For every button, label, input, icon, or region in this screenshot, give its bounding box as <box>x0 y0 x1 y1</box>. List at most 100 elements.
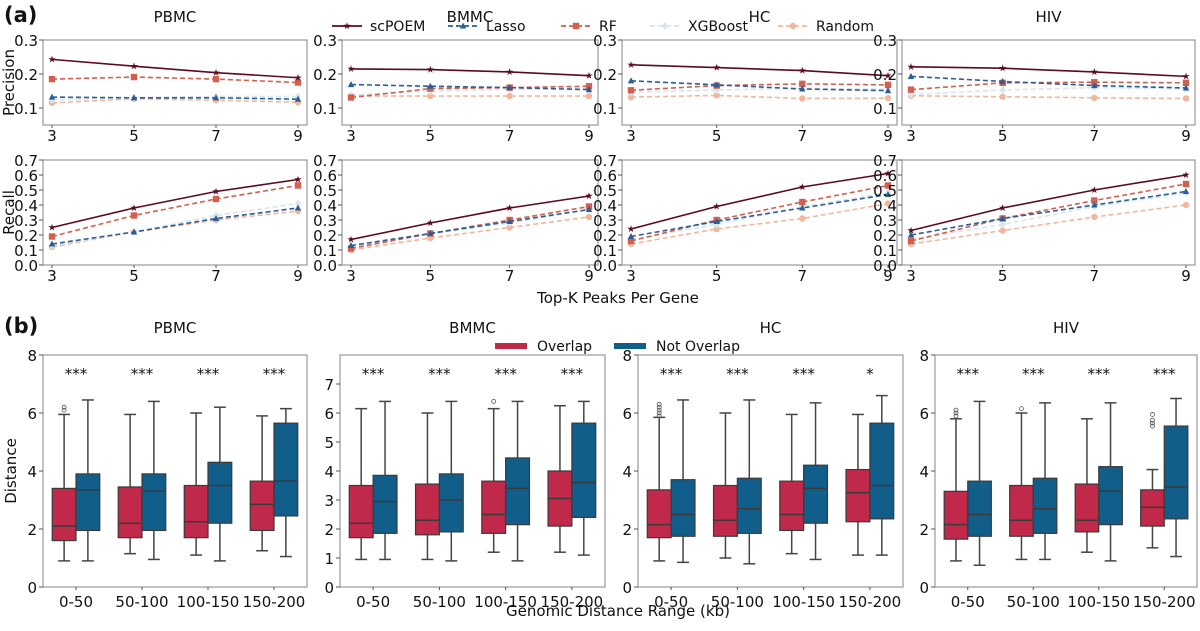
data-point-lasso <box>1091 82 1098 89</box>
y-tick-label: 0.1 <box>313 100 337 118</box>
x-tick-label: 9 <box>1181 267 1191 285</box>
legend-label: RF <box>599 19 617 35</box>
y-tick-label: 0.7 <box>873 152 897 170</box>
box-iqr <box>372 474 398 534</box>
series-line-random <box>910 94 1187 100</box>
outlier-point <box>1150 412 1155 417</box>
series-line-rf <box>51 76 299 84</box>
y-tick-label: 8 <box>622 347 632 365</box>
box-overlap <box>779 413 805 555</box>
y-tick-label: 0.6 <box>313 167 337 185</box>
data-point-lasso <box>294 204 302 211</box>
series-line-xgboost <box>910 86 1187 96</box>
data-point-scpoem <box>999 204 1007 212</box>
x-tick-label: 9 <box>584 267 594 285</box>
data-point-scpoem <box>713 202 721 210</box>
plot-frame <box>42 39 308 126</box>
x-tick-label: 0-50 <box>654 593 688 611</box>
box-overlap <box>481 398 507 553</box>
box-iqr <box>51 487 77 542</box>
plot-frame <box>341 159 599 266</box>
box-not-overlap <box>736 399 762 565</box>
legend-item-rf: RF <box>561 19 617 35</box>
y-tick-label: 0.7 <box>313 152 337 170</box>
x-tick-label: 7 <box>211 127 221 145</box>
y-tick-label: 4 <box>27 463 37 481</box>
y-tick-label: 0.1 <box>593 242 617 260</box>
x-tick-label: 5 <box>712 267 722 285</box>
boxplot-pbmc: PBMC 0 2 4 6 8 Distance 0-50 *** 50-100 *** 100-150… <box>2 319 308 611</box>
x-tick-label: 9 <box>1181 127 1191 145</box>
boxplot-hc: HC 0 2 4 6 8 0-50 *** 50-100 *** 100-150 *** 150-200… <box>622 319 904 611</box>
box-iqr <box>670 479 696 537</box>
x-tick-label: 0-50 <box>59 593 93 611</box>
box-not-overlap <box>571 400 597 556</box>
outlier-point <box>491 398 497 404</box>
legend-marker <box>572 22 580 30</box>
data-point-scpoem <box>798 183 806 191</box>
box-iqr <box>646 489 672 539</box>
series-line-random <box>350 216 590 251</box>
data-point-lasso <box>585 205 593 213</box>
series-line-lasso <box>910 75 1187 89</box>
panel-label-a: (a) <box>4 3 37 27</box>
box-not-overlap <box>372 400 398 561</box>
box-iqr <box>943 490 969 540</box>
series-line-scpoem <box>630 64 889 77</box>
y-tick-label: 2 <box>27 521 37 539</box>
data-point-rf <box>799 80 806 88</box>
y-tick-label: 0.1 <box>14 242 38 260</box>
series-line-random <box>630 202 889 245</box>
y-axis-label-precision: Precision <box>0 49 18 116</box>
y-tick-label: 0.5 <box>14 182 38 200</box>
panel-label-b: (b) <box>4 314 38 338</box>
data-point-scpoem <box>1090 186 1098 194</box>
data-point-scpoem <box>426 65 434 73</box>
series-line-lasso <box>910 190 1187 236</box>
data-point-lasso <box>907 231 915 238</box>
data-point-lasso <box>999 214 1006 222</box>
x-tick-label: 50-100 <box>1007 593 1060 611</box>
significance-label: *** <box>428 365 451 383</box>
data-point-lasso <box>347 81 355 88</box>
x-tick-label: 0-50 <box>356 593 390 611</box>
series-line-xgboost <box>630 87 889 94</box>
box-not-overlap <box>1098 402 1123 562</box>
boxplot-bmmc: BMMC 0 1 2 3 4 5 6 7 0-50 *** 50-100 *** 100-150 *** 15… <box>324 319 606 611</box>
data-point-lasso <box>713 81 720 88</box>
y-tick-label: 0.2 <box>593 66 617 84</box>
y-tick-label: 0.7 <box>593 152 617 170</box>
x-tick-label: 5 <box>712 127 722 145</box>
legend-swatch <box>495 343 527 349</box>
y-tick-label: 0 <box>622 579 632 597</box>
legend-item-lasso: Lasso <box>448 19 526 35</box>
plot-frame <box>42 159 308 266</box>
y-tick-label: 0.2 <box>873 66 897 84</box>
outlier-point <box>656 410 662 416</box>
y-tick-label: 0 <box>27 579 37 597</box>
legend-label: scPOEM <box>370 19 425 35</box>
data-point-scpoem <box>1182 72 1190 80</box>
data-point-lasso <box>506 84 513 91</box>
outlier-point <box>61 404 67 410</box>
x-tick-label: 3 <box>47 127 57 145</box>
series-line-rf <box>910 81 1187 91</box>
data-point-rf <box>347 94 355 101</box>
subplot-title: PBMC <box>154 319 197 337</box>
subplot-title: PBMC <box>154 8 197 26</box>
y-tick-label: 0.1 <box>873 242 897 260</box>
y-tick-label: 0.2 <box>873 227 897 245</box>
subplot-title: HIV <box>1036 8 1063 26</box>
series-line-lasso <box>630 80 889 92</box>
y-tick-label: 6 <box>919 405 929 423</box>
data-point-scpoem <box>506 204 514 212</box>
series-line-random <box>910 204 1187 245</box>
box-overlap <box>117 413 143 555</box>
data-point-lasso <box>48 240 56 247</box>
box-iqr <box>1163 425 1189 520</box>
data-point-random <box>999 227 1006 234</box>
y-tick-label: 0.2 <box>313 227 337 245</box>
data-point-lasso <box>627 77 635 84</box>
outlier-point <box>953 410 959 416</box>
